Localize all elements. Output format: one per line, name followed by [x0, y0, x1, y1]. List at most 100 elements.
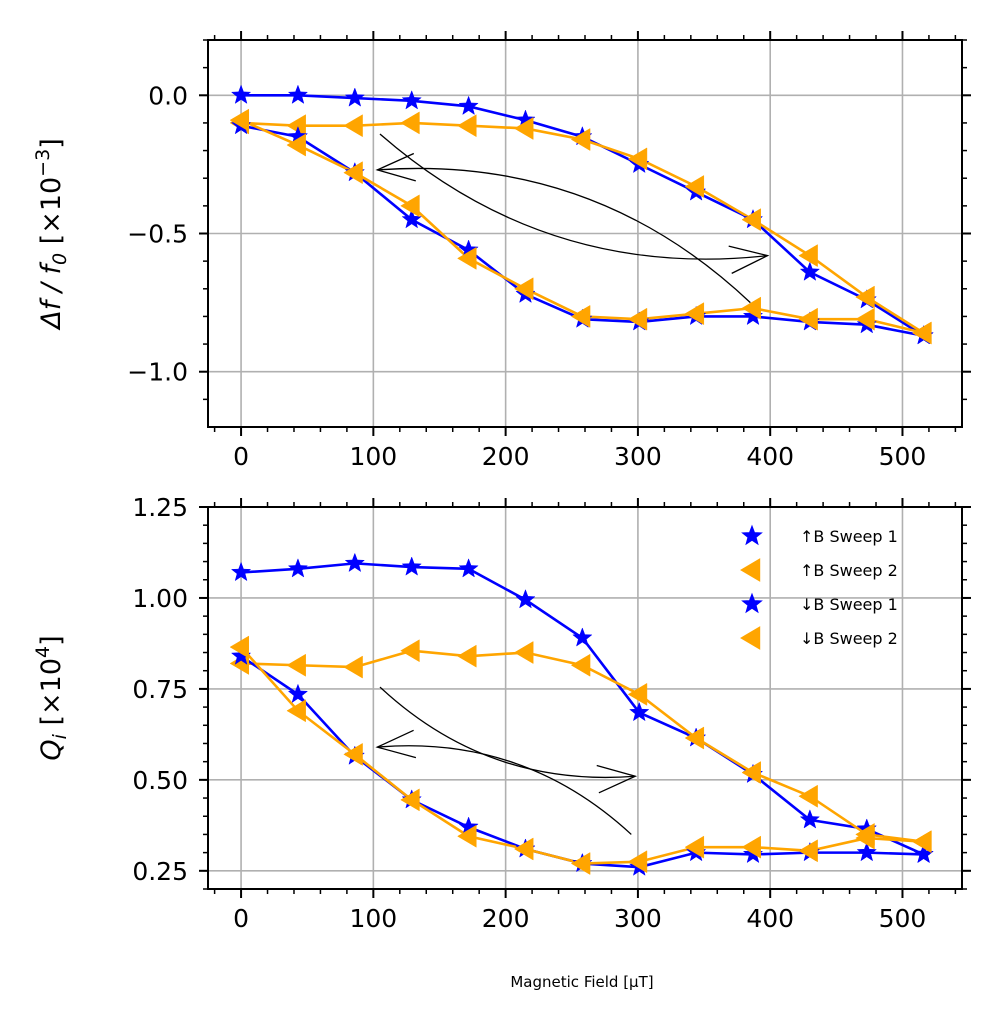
data-point — [286, 653, 306, 677]
y-tick-label: 1.00 — [132, 584, 188, 613]
data-point — [229, 635, 250, 659]
data-point — [684, 302, 705, 326]
data-point — [287, 558, 309, 578]
data-point — [570, 653, 591, 677]
data-point — [741, 761, 761, 785]
y-tick-label: −1.0 — [127, 358, 188, 387]
data-point — [229, 108, 250, 132]
data-point — [570, 852, 591, 875]
data-point — [741, 835, 761, 859]
data-point — [457, 824, 477, 848]
y-axis-label-part: [×10 — [36, 658, 67, 734]
annotation-arrowhead — [375, 729, 417, 759]
data-point — [855, 307, 875, 331]
data-point — [344, 552, 366, 573]
data-point — [287, 84, 309, 104]
data-point — [684, 835, 705, 859]
data-point — [344, 87, 366, 107]
legend-label: ↑B Sweep 2 — [800, 561, 898, 580]
data-point — [401, 90, 422, 110]
data-point — [458, 95, 479, 116]
y-axis-label-part: −3 — [32, 149, 54, 177]
x-tick-label: 0 — [233, 442, 249, 471]
y-axis-label-part: i — [49, 733, 71, 739]
y-axis-label: Δf / f0 [×10−3] — [32, 138, 71, 331]
data-point — [627, 307, 648, 331]
data-point — [741, 296, 761, 320]
data-point — [401, 556, 422, 576]
data-point — [798, 784, 818, 808]
data-point — [798, 244, 818, 268]
y-tick-label: 0.0 — [148, 81, 188, 110]
data-point — [855, 285, 875, 309]
series-line — [240, 118, 924, 335]
y-tick-label: 0.25 — [132, 857, 188, 886]
data-point — [570, 304, 591, 328]
x-tick-label: 400 — [746, 904, 794, 933]
data-point — [515, 589, 536, 609]
legend: ↑B Sweep 1 ↑B Sweep 2 ↓B Sweep 1 ↓B Sweep 2 — [740, 524, 898, 650]
x-axis-label: Magnetic Field [μT] — [510, 973, 653, 991]
x-tick-label: 400 — [746, 442, 794, 471]
data-point — [400, 194, 420, 218]
x-tick-label: 500 — [879, 442, 927, 471]
legend-marker — [740, 626, 761, 650]
data-point — [400, 788, 420, 812]
legend-label: ↓B Sweep 1 — [800, 595, 898, 614]
annotation-arrow — [377, 167, 751, 304]
x-tick-label: 100 — [349, 442, 397, 471]
x-tick-label: 200 — [482, 904, 530, 933]
data-point — [400, 111, 420, 135]
annotation-arrowhead — [375, 152, 416, 182]
data-point — [798, 839, 818, 863]
data-point — [343, 655, 363, 679]
x-tick-label: 300 — [614, 904, 662, 933]
x-tick-label: 500 — [879, 904, 927, 933]
y-axis-label: Qi [×104] — [32, 635, 71, 760]
y-axis-label-part: [×10 — [36, 177, 67, 253]
data-point — [513, 641, 534, 664]
data-point — [513, 837, 534, 861]
data-point — [286, 133, 306, 157]
data-point — [572, 627, 593, 647]
legend-marker — [741, 524, 763, 546]
legend-marker — [740, 558, 761, 582]
data-point — [457, 114, 477, 138]
data-point — [855, 826, 875, 850]
data-point — [513, 117, 534, 140]
data-point — [230, 561, 252, 582]
y-tick-label: 0.75 — [132, 675, 188, 704]
data-point — [856, 841, 877, 862]
y-axis-label-part: Δf / f — [36, 262, 67, 331]
x-tick-label: 0 — [233, 904, 249, 933]
y-axis-label-part: ] — [36, 138, 67, 149]
x-tick-label: 300 — [614, 442, 662, 471]
bottom-panel-quality-factor: 0 100 200 300 400 500 1.25 1.00 0.75 0.50 0.25 Qi [… — [32, 493, 971, 933]
data-point — [627, 682, 648, 706]
y-tick-label: 0.50 — [132, 766, 188, 795]
data-point — [570, 128, 591, 151]
x-tick-label: 100 — [349, 904, 397, 933]
data-point — [400, 639, 420, 663]
data-point — [912, 321, 932, 345]
data-point — [513, 277, 534, 301]
data-point — [799, 809, 821, 829]
annotation-arrowhead — [728, 245, 770, 274]
data-point — [458, 558, 479, 578]
data-point — [627, 850, 648, 874]
series-line — [240, 646, 924, 865]
data-point — [684, 175, 705, 198]
data-point — [799, 261, 821, 281]
data-point — [798, 307, 818, 331]
data-point — [684, 726, 705, 750]
data-point — [629, 701, 650, 722]
data-point — [343, 742, 363, 766]
data-point — [230, 84, 252, 104]
legend-label: ↓B Sweep 2 — [800, 629, 898, 648]
y-tick-label: −0.5 — [127, 220, 188, 249]
data-point — [287, 683, 309, 704]
y-axis-label-part: ] — [36, 635, 67, 646]
annotation-arrow — [377, 745, 632, 835]
data-point — [627, 147, 648, 171]
